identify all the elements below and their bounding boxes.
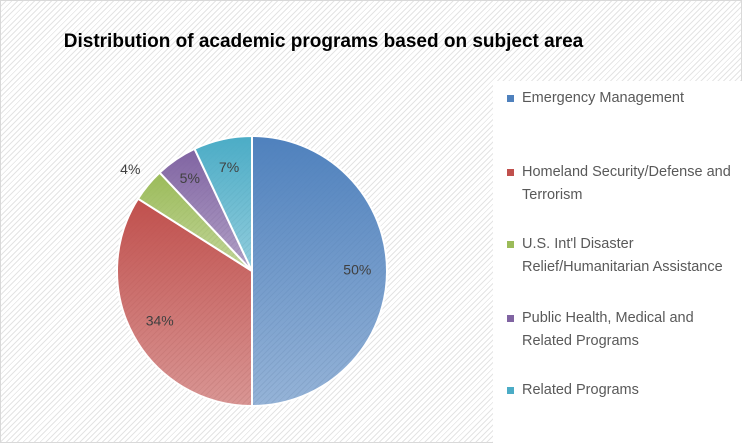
pie-slice (193, 134, 253, 272)
legend-label: Related Programs (522, 382, 639, 398)
legend-swatch (507, 95, 514, 102)
legend-item: Emergency Management (507, 87, 732, 110)
pie-area: 50% 34% 4% 5% 7% (116, 134, 388, 408)
legend-label: Public Health, Medical and Related Progr… (522, 310, 694, 349)
legend-swatch (507, 169, 514, 176)
legend-label: U.S. Int'l Disaster Relief/Humanitarian … (522, 236, 723, 275)
legend: Emergency Management Homeland Security/De… (493, 81, 742, 443)
legend-swatch (507, 387, 514, 394)
legend-label: Homeland Security/Defense and Terrorism (522, 164, 731, 203)
legend-label: Emergency Management (522, 90, 684, 106)
data-label: 50% (343, 262, 371, 278)
data-label: 34% (146, 312, 174, 328)
data-label: 4% (120, 161, 140, 177)
pie-slice (251, 134, 388, 408)
legend-item: Related Programs (507, 379, 732, 402)
data-label: 7% (219, 159, 239, 175)
legend-item: Public Health, Medical and Related Progr… (507, 307, 732, 353)
chart-title: Distribution of academic programs based … (63, 31, 584, 52)
legend-item: U.S. Int'l Disaster Relief/Humanitarian … (507, 233, 732, 279)
legend-item: Homeland Security/Defense and Terrorism (507, 161, 732, 207)
data-label: 5% (180, 170, 200, 186)
legend-swatch (507, 315, 514, 322)
legend-swatch (507, 241, 514, 248)
